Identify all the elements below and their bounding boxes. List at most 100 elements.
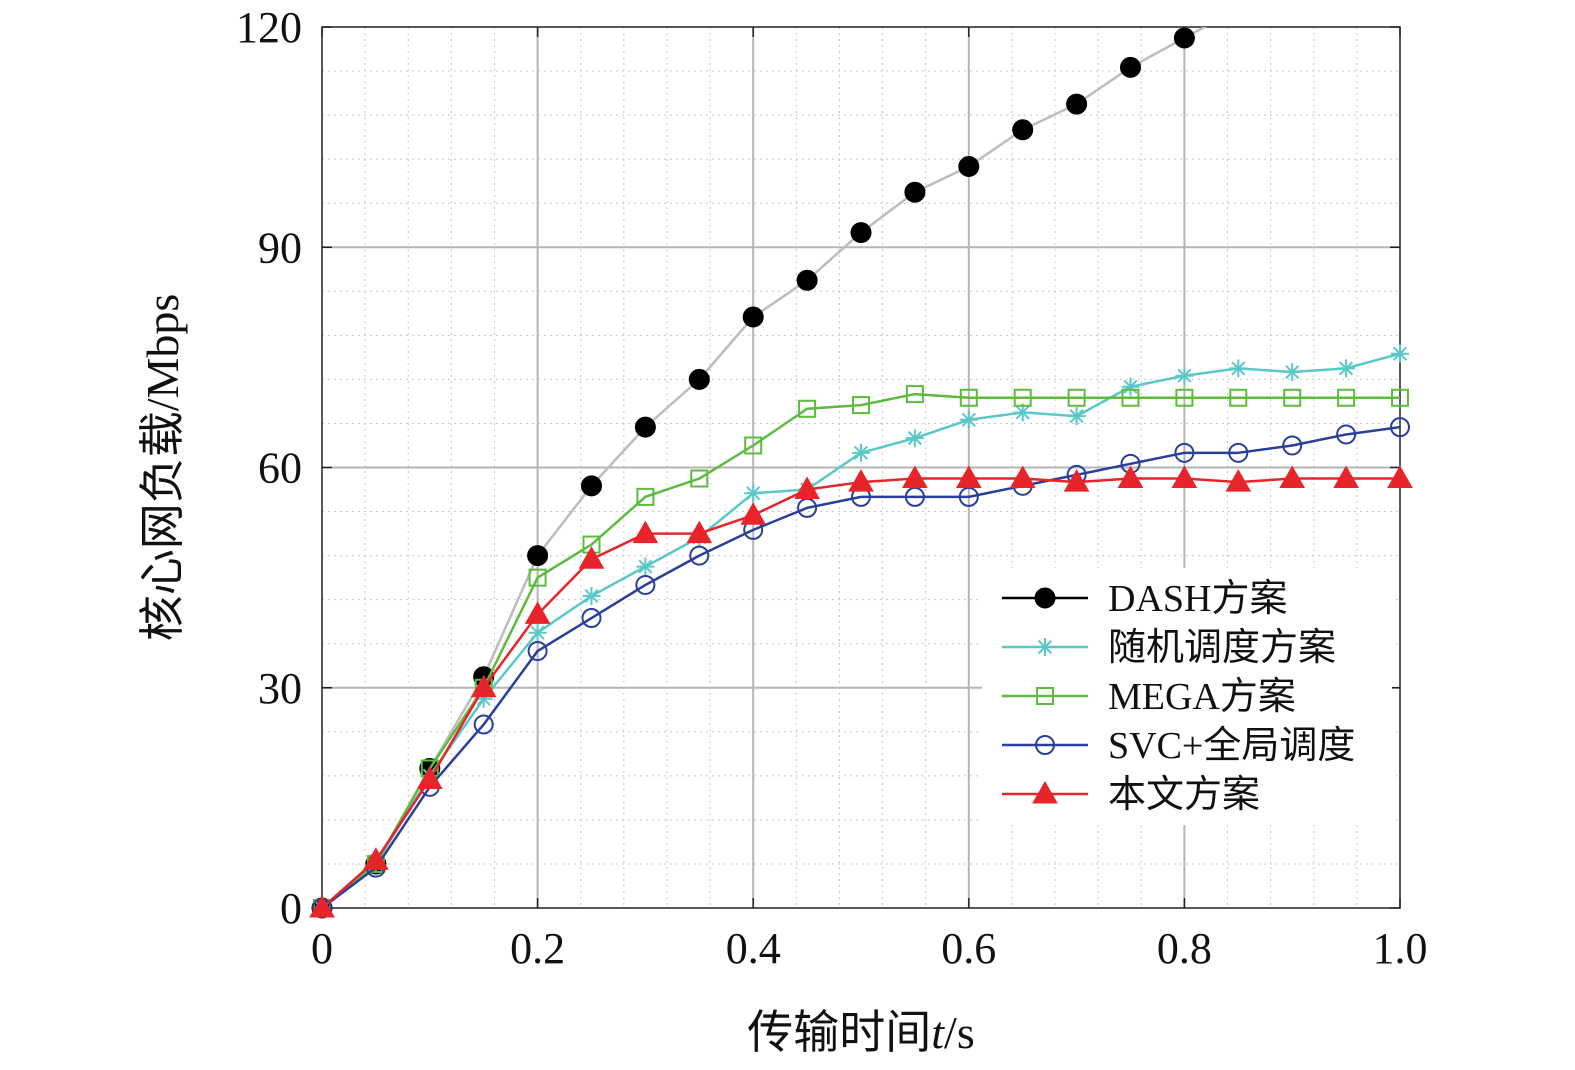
series-point: [1390, 417, 1410, 438]
series-point: [635, 574, 656, 595]
series-point: [905, 385, 924, 404]
series-point: [473, 714, 494, 735]
x-axis-label-variable: t: [931, 1007, 945, 1058]
legend-label: DASH方案: [1108, 578, 1287, 620]
series-point: [852, 443, 870, 462]
x-axis-label-main: 传输时间: [747, 1007, 931, 1058]
series-point: [742, 306, 764, 328]
asterisk-stroke: [961, 412, 976, 427]
y-tick-label: 120: [236, 3, 302, 52]
series-layer: [309, 27, 1413, 919]
series-point: [1175, 388, 1194, 407]
series-line: [321, 425, 1401, 910]
series-point: [686, 520, 713, 544]
legend-entry: DASH方案: [1002, 578, 1287, 620]
series-point: [634, 416, 656, 438]
x-tick-label: 1.0: [1373, 924, 1428, 973]
legend-marker: [1032, 780, 1058, 804]
series-point: [1333, 465, 1359, 489]
y-tick-label: 30: [258, 664, 302, 713]
asterisk-stroke: [1123, 379, 1138, 394]
series-point: [470, 674, 497, 698]
y-axis-ticks: 0 30 60 90 120: [236, 3, 1400, 933]
series-point: [1121, 388, 1140, 407]
x-axis-ticks: 0 0.2 0.4 0.6 0.8 1.0: [311, 27, 1428, 973]
series-point: [1391, 388, 1409, 407]
asterisk-stroke: [1177, 368, 1192, 383]
asterisk-stroke: [1069, 409, 1084, 424]
series-point: [1013, 388, 1032, 407]
series-point: [1283, 388, 1302, 407]
asterisk-stroke: [853, 445, 869, 460]
series-point: [1283, 363, 1302, 382]
y-tick-label: 0: [280, 884, 302, 933]
series-point: [744, 484, 763, 503]
series-point: [636, 557, 655, 576]
series-point: [636, 487, 655, 506]
series-point: [689, 545, 710, 566]
legend-label: MEGA方案: [1108, 676, 1296, 718]
series-point: [850, 222, 872, 244]
x-tick-label: 0: [311, 924, 333, 973]
series-point: [1229, 359, 1248, 378]
x-tick-label: 0.6: [941, 924, 996, 973]
series-point: [1174, 442, 1195, 463]
series-point: [958, 155, 980, 177]
series-point: [1337, 359, 1356, 378]
asterisk-stroke: [530, 625, 545, 640]
series-point: [524, 601, 551, 624]
series-point: [902, 465, 928, 489]
asterisk-stroke: [1285, 364, 1300, 380]
series-point: [1121, 377, 1140, 396]
asterisk-stroke: [746, 486, 761, 501]
series-point: [528, 568, 547, 587]
legend-entry: SVC+全局调度: [1002, 725, 1355, 767]
series-point: [1225, 469, 1252, 492]
series-point: [1228, 442, 1249, 463]
series-point: [794, 476, 820, 500]
series-point: [527, 545, 549, 567]
series-point: [959, 388, 978, 407]
legend-marker: [1036, 687, 1054, 705]
series-point: [1229, 388, 1248, 407]
series-point: [581, 475, 602, 497]
series-point: [796, 269, 818, 291]
x-tick-label: 0.8: [1157, 924, 1212, 973]
series-point: [582, 586, 601, 605]
series-point: [1173, 27, 1195, 49]
legend-label: SVC+全局调度: [1108, 725, 1355, 767]
series-point: [528, 623, 547, 642]
series-point: [740, 502, 767, 525]
legend-entry: 随机调度方案: [1002, 627, 1336, 669]
legend-marker: [1035, 735, 1055, 755]
x-axis-label: 传输时间t/s: [747, 1007, 974, 1058]
series-point: [1009, 465, 1036, 489]
series-point: [578, 546, 605, 569]
asterisk-stroke: [1015, 405, 1030, 420]
legend-label: 本文方案: [1108, 774, 1260, 816]
asterisk-stroke: [584, 588, 599, 604]
series-2: [313, 385, 1409, 917]
asterisk-stroke: [1037, 639, 1053, 655]
asterisk-stroke: [1339, 361, 1354, 376]
legend-label: 随机调度方案: [1108, 627, 1336, 669]
series-point: [1066, 93, 1088, 115]
series-point: [852, 396, 870, 415]
x-axis-label-unit: /s: [944, 1007, 975, 1058]
series-point: [1171, 465, 1198, 489]
series-point: [1387, 465, 1413, 489]
series-point: [1282, 435, 1303, 456]
series-point: [905, 429, 924, 448]
series-point: [1175, 366, 1194, 385]
asterisk-stroke: [1392, 346, 1408, 361]
series-point: [959, 410, 978, 429]
series-point: [1120, 56, 1141, 78]
series-point: [416, 766, 443, 790]
series-point: [1337, 388, 1356, 407]
series-4: [309, 465, 1413, 918]
legend-marker: [1034, 587, 1056, 609]
series-point: [309, 894, 335, 918]
